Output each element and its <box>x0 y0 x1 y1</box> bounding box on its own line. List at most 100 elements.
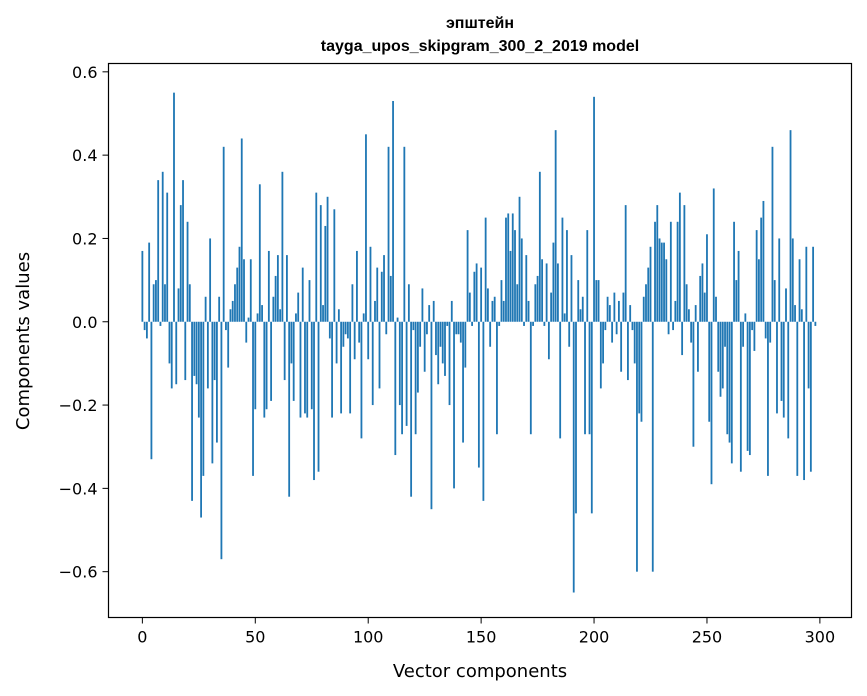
bar <box>464 321 467 368</box>
bar <box>656 205 659 322</box>
bar <box>197 321 200 418</box>
bar <box>432 300 435 322</box>
bar <box>577 280 580 322</box>
bar <box>173 92 175 322</box>
bar <box>403 146 406 322</box>
bar <box>789 130 792 322</box>
bar <box>595 280 598 322</box>
bars-group <box>141 92 817 593</box>
bar <box>780 321 783 401</box>
bar <box>606 296 609 322</box>
bar <box>566 230 568 322</box>
bar <box>538 171 541 322</box>
bar <box>532 321 534 326</box>
bar <box>410 321 413 497</box>
bar <box>143 321 146 331</box>
bar <box>206 321 209 389</box>
bar <box>484 217 487 322</box>
bar <box>787 321 790 439</box>
bar <box>798 259 801 322</box>
bar <box>778 238 781 322</box>
bar <box>195 321 198 385</box>
bar <box>477 321 480 468</box>
bar <box>401 321 403 435</box>
bar <box>326 196 329 322</box>
bar <box>468 292 471 322</box>
bar <box>563 313 566 322</box>
bar <box>672 321 674 331</box>
bar <box>557 263 559 322</box>
bar <box>322 305 324 322</box>
bar <box>186 221 189 322</box>
bar <box>584 321 586 435</box>
bar <box>473 271 476 322</box>
bar <box>541 259 544 322</box>
bar <box>767 321 769 476</box>
bar <box>667 321 670 335</box>
bar <box>333 209 336 322</box>
y-tick-label: 0.6 <box>72 63 97 82</box>
bar <box>509 250 512 322</box>
bar <box>683 205 686 322</box>
bar <box>141 250 144 322</box>
bar <box>383 255 385 322</box>
bar <box>168 321 171 364</box>
bar <box>735 280 738 322</box>
bar <box>728 321 731 443</box>
y-tick-label: −0.2 <box>59 396 98 415</box>
bar <box>624 205 627 322</box>
bar <box>328 321 331 339</box>
bar <box>708 321 711 422</box>
bar <box>331 321 333 418</box>
bar <box>518 196 521 322</box>
bar <box>724 321 726 347</box>
bar <box>297 292 300 322</box>
bar <box>493 296 496 322</box>
y-tick-label: −0.6 <box>59 563 98 582</box>
bar <box>514 230 516 322</box>
bar <box>814 321 817 326</box>
bar <box>642 296 645 322</box>
bar <box>649 246 652 322</box>
bar <box>758 259 760 322</box>
bar <box>324 225 327 322</box>
bar <box>699 275 702 322</box>
bar <box>796 321 799 476</box>
bar <box>283 321 286 381</box>
bar <box>466 230 469 322</box>
bar <box>315 192 318 322</box>
bar <box>337 309 340 322</box>
bar <box>529 321 532 435</box>
bar <box>204 296 207 322</box>
bar <box>414 321 417 435</box>
bar <box>349 321 352 414</box>
bar <box>496 321 498 435</box>
y-axis-ticks: −0.6 −0.4 −0.2 0.0 0.2 0.4 0.6 <box>59 63 109 582</box>
y-tick-label: 0.4 <box>72 146 97 165</box>
bar <box>398 321 401 406</box>
bar <box>371 321 374 406</box>
bar <box>351 284 354 322</box>
bar <box>812 246 815 322</box>
bar <box>428 305 431 322</box>
bar <box>376 267 379 322</box>
bar <box>613 292 616 322</box>
bar <box>369 246 372 322</box>
bar <box>581 296 584 322</box>
bar <box>586 230 589 322</box>
bar <box>310 321 313 410</box>
bar <box>272 296 275 322</box>
bar <box>188 284 191 322</box>
bar <box>145 321 148 339</box>
bar <box>213 321 216 381</box>
bar <box>751 321 754 331</box>
bar <box>681 321 684 356</box>
bar <box>800 309 803 322</box>
bar <box>523 321 525 326</box>
bar <box>419 321 422 347</box>
bar <box>245 321 248 343</box>
bar <box>150 321 153 460</box>
bar <box>286 255 288 322</box>
bar <box>807 321 810 389</box>
